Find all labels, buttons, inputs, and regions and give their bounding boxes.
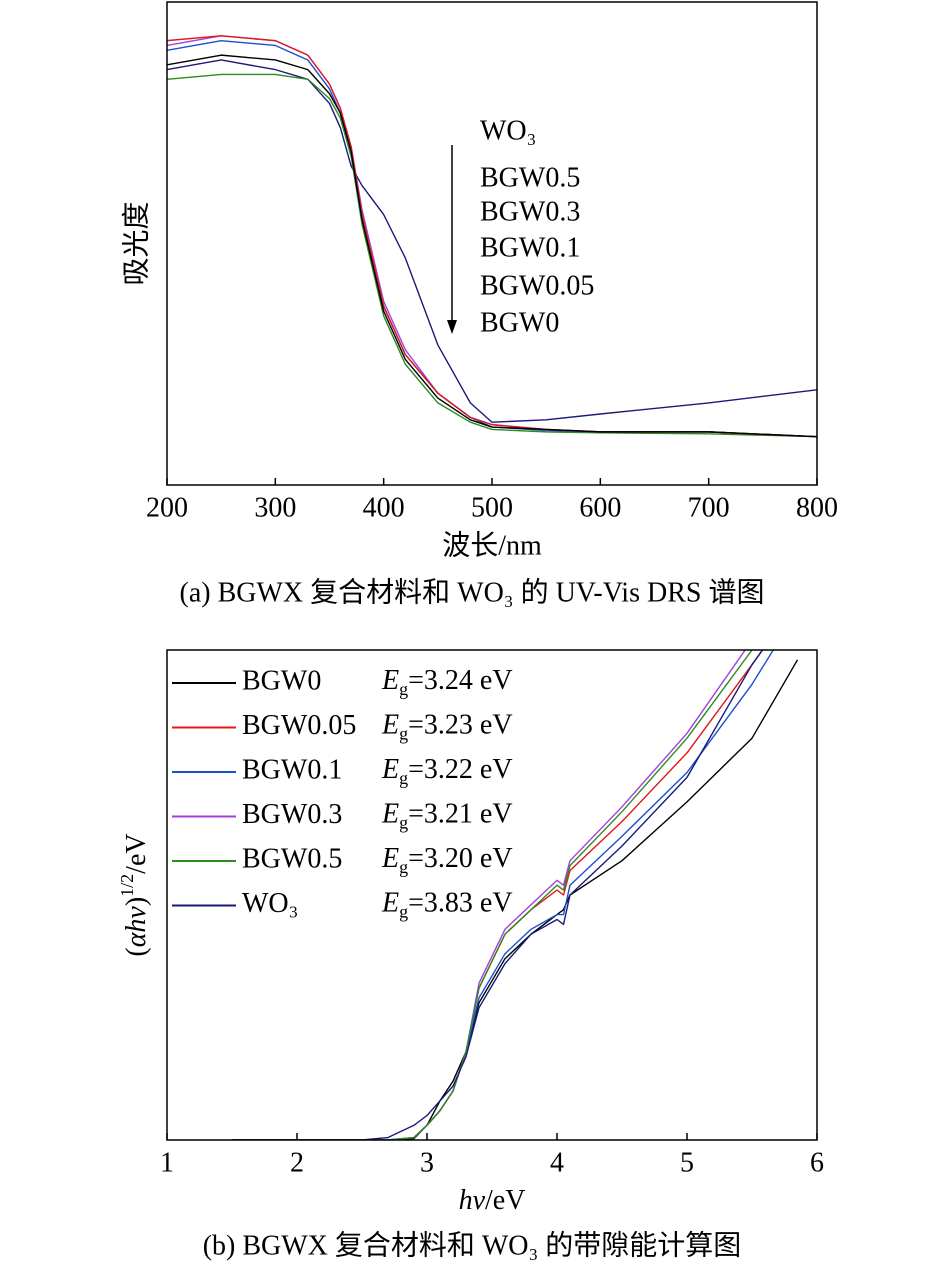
x-tick-label: 800 [796,492,838,523]
x-axis-label: 波长/nm [442,529,542,561]
arrow-head [447,320,457,334]
x-tick-label: 5 [680,1147,694,1178]
legend-label: BGW0.3 [242,799,342,830]
series-line [167,54,817,438]
legend-label: BGW0.05 [480,270,594,301]
x-tick-label: 300 [254,492,296,523]
plot-series [167,35,817,438]
x-tick-label: 4 [550,1147,564,1178]
x-tick-label: 1 [160,1147,174,1178]
x-tick-label: 700 [688,492,730,523]
legend-label: BGW0.05 [242,710,356,741]
legend-label: BGW0.5 [480,162,580,193]
legend-label: BGW0.3 [480,196,580,227]
y-axis-label: 吸光度 [120,201,152,285]
band-gap-label: Eg=3.21 eV [381,799,513,833]
series-line [232,650,764,1140]
x-tick-label: 500 [471,492,513,523]
plot-frame [166,649,818,1141]
legend-label: BGW0.1 [480,232,580,263]
x-tick-label: 3 [420,1147,434,1178]
series-line [232,650,753,1140]
band-gap-label: Eg=3.23 eV [381,710,513,744]
caption: (a) BGWX 复合材料和 WO₃ 的 UV-Vis DRS 谱图 [180,576,765,608]
legend-label: BGW0.1 [242,754,342,785]
legend-label: BGW0.5 [242,843,342,874]
series-line [232,659,799,1140]
y-axis-label: (αhν)1/2/eV [117,833,152,956]
legend-label: BGW0 [480,307,559,338]
x-tick-label: 200 [146,492,188,523]
caption: (b) BGWX 复合材料和 WO₃ 的带隙能计算图 [203,1229,742,1261]
series-line [167,59,817,423]
x-tick-label: 2 [290,1147,304,1178]
legend-label: WO₃ [242,888,298,919]
legend-label: WO₃ [480,115,536,146]
x-tick-label: 600 [579,492,621,523]
plot-series [232,650,799,1140]
series-line [167,73,817,438]
band-gap-label: Eg=3.22 eV [381,754,513,788]
legend-label: BGW0 [242,665,321,696]
band-gap-label: Eg=3.24 eV [381,665,513,699]
band-gap-label: Eg=3.83 eV [381,888,513,922]
x-axis-label: hν/eV [459,1185,526,1216]
x-tick-label: 6 [810,1147,824,1178]
x-tick-label: 400 [363,492,405,523]
band-gap-label: Eg=3.20 eV [381,843,513,877]
